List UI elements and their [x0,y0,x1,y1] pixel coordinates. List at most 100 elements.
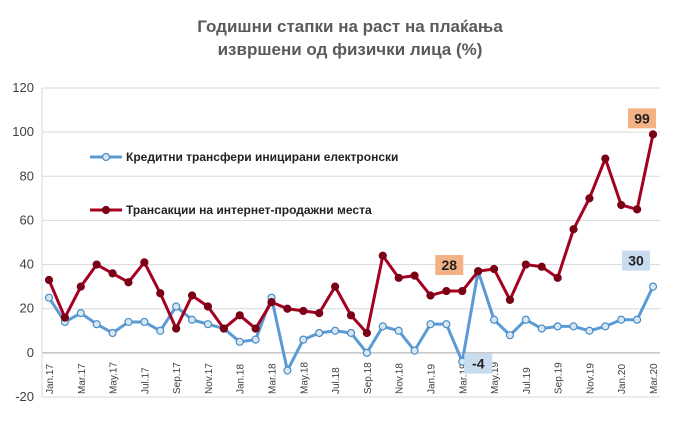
legend-label: Кредитни трансфери иницирани електронски [126,150,398,164]
data-point [315,309,324,318]
data-point [235,311,244,320]
data-label: 30 [622,250,650,271]
x-axis: Jan.17 Mar.17 May.17 Jul.17 Sep.17 Nov.17 Jan.… [45,362,660,394]
data-point [140,317,149,327]
data-point [489,264,499,274]
data-point [394,326,403,335]
x-tick-label: Mar.19 [458,363,469,394]
y-tick-label: 100 [12,124,34,139]
chart-title-line-1: Годишни стапки на раст на плаќања [197,17,503,36]
gridlines [42,87,660,398]
data-point [331,282,340,291]
data-point [346,311,356,320]
data-point [410,346,419,355]
x-tick-label: Mar.20 [649,363,660,394]
data-point [426,291,435,300]
data-point [633,315,642,324]
data-label: 28 [435,255,464,276]
data-point [458,286,467,296]
data-point [617,200,626,210]
data-point [92,320,101,329]
data-point [267,297,276,307]
data-point [394,273,403,282]
data-point [648,282,658,291]
x-tick-label: Jul.19 [522,367,533,394]
data-point [410,271,419,280]
x-tick-label: Sep.17 [172,362,183,394]
legend-entry-1: Кредитни трансфери иницирани електронски [90,150,398,164]
data-point [203,302,213,311]
data-label-text: 99 [634,110,650,126]
x-tick-label: Nov.18 [395,363,406,394]
data-point [633,205,642,214]
data-label-text: -4 [472,356,485,372]
data-point [553,322,562,331]
y-axis: -20 0 20 40 60 80 100 120 [12,80,43,404]
data-point [60,313,69,322]
data-point [648,130,658,139]
x-tick-label: Jul.17 [140,367,151,394]
data-label-box [622,250,650,271]
legend-entry-2: Трансакции на интернет-продажни места [90,203,372,217]
chart-title-line-2: извршени од физички лица (%) [218,40,483,59]
data-point [299,335,308,344]
data-point [251,324,260,333]
data-label: 99 [628,108,656,129]
legend-label: Трансакции на интернет-продажни места [126,203,372,217]
data-label-text: 30 [628,253,644,269]
data-point [553,273,562,282]
data-point [505,295,515,304]
data-point [187,315,197,324]
legend: Кредитни трансфери иницирани електронски… [90,150,398,217]
x-tick-label: Jan.17 [45,364,56,394]
data-point [378,251,387,260]
data-point [283,304,292,313]
data-point [76,309,85,318]
x-tick-label: Jul.18 [331,367,342,394]
x-tick-label: Sep.19 [554,362,565,394]
data-point [315,328,324,338]
data-point [601,322,610,331]
series-line [47,269,655,373]
legend-swatch-marker [101,205,111,215]
data-label-box [435,255,464,276]
legend-swatch-marker [101,152,111,162]
data-point [124,278,133,287]
data-point [442,320,451,329]
x-tick-label: Jan.20 [617,364,628,394]
x-tick-label: Jan.19 [426,364,437,394]
data-point [251,335,260,344]
x-tick-label: May.18 [299,362,310,394]
data-point [331,326,340,335]
y-tick-label: 0 [27,345,34,360]
data-point [585,194,594,203]
data-point [442,286,451,296]
annotations: -4 30 28 99 [435,108,656,374]
data-point [187,291,197,300]
data-point [585,326,594,335]
data-point [569,225,578,234]
x-tick-label: May.17 [109,362,120,394]
data-point [346,328,356,338]
data-point [283,366,292,375]
data-point [92,260,101,269]
data-point [537,262,546,271]
data-point [76,282,85,291]
y-tick-label: 120 [12,80,34,95]
series-layer [44,130,658,375]
x-tick-label: Nov.19 [585,363,596,394]
data-point [44,275,54,285]
data-point [44,293,54,302]
x-tick-label: Mar.18 [268,363,279,394]
data-point [156,289,165,298]
data-point [601,154,610,163]
data-point [156,326,165,335]
data-point [489,315,499,324]
series-2 [44,130,658,338]
data-point [378,322,387,331]
data-point [362,348,371,357]
data-point [108,328,117,338]
x-tick-label: Jan.18 [236,364,247,394]
data-point [140,258,149,267]
